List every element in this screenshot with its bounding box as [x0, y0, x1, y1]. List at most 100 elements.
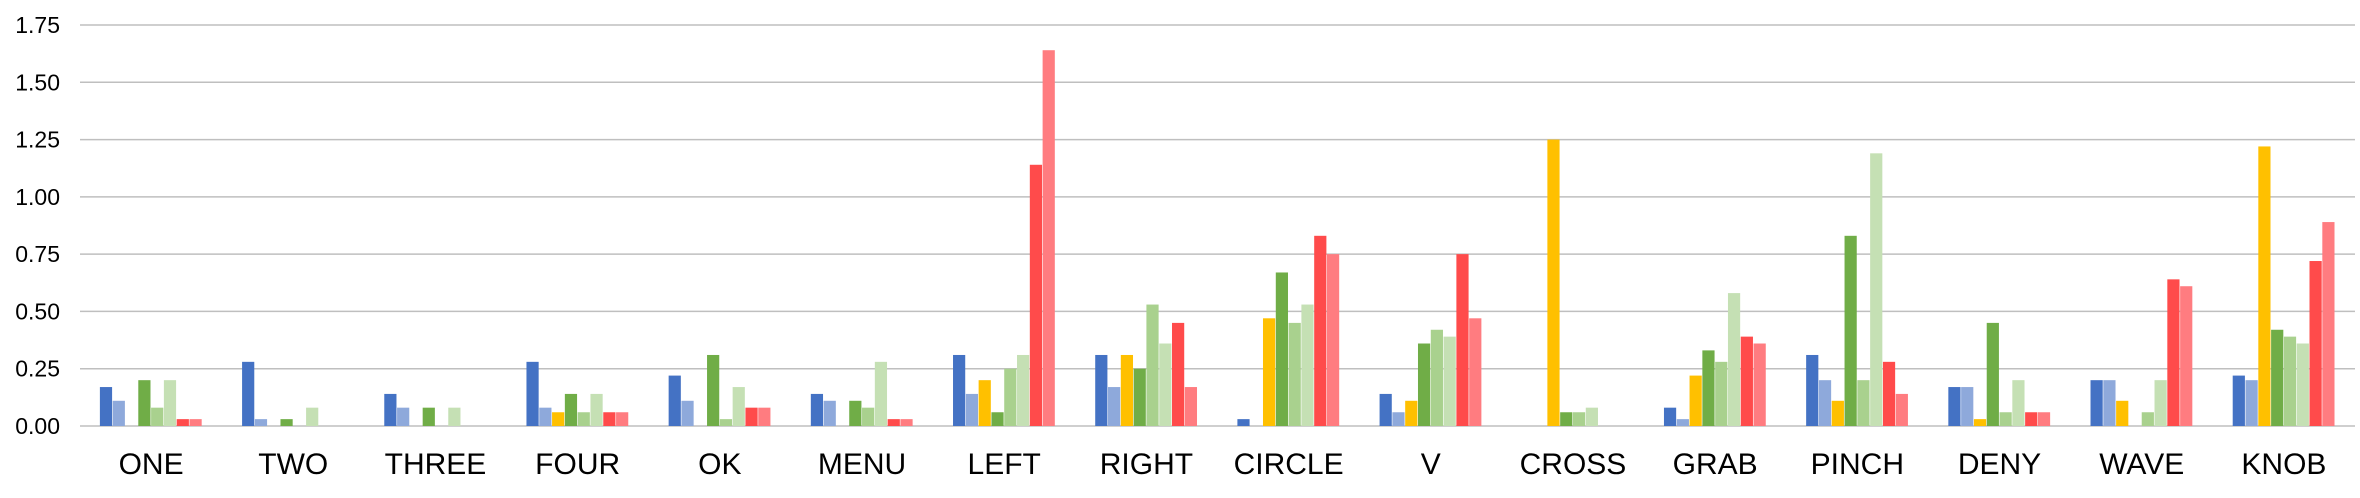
- x-category-label: WAVE: [2099, 448, 2184, 481]
- x-category-label: OK: [698, 448, 741, 481]
- bar: [1469, 318, 1482, 426]
- bar: [1326, 254, 1340, 426]
- bar: [577, 412, 590, 426]
- bar: [1237, 419, 1250, 426]
- bar: [1405, 400, 1418, 426]
- bar: [2258, 146, 2271, 426]
- x-category-label: FOUR: [535, 448, 620, 481]
- bar: [732, 387, 745, 426]
- bar: [1301, 304, 1314, 426]
- x-category-label: CIRCLE: [1234, 448, 1344, 481]
- y-tick-label: 0.25: [15, 356, 60, 382]
- bar: [138, 380, 151, 426]
- bar: [2012, 380, 2025, 426]
- x-axis-category-labels: ONE TWO THREE FOUR OK MENU LEFT RIGHT CIRCLE V CRO…: [119, 448, 2327, 481]
- bar: [539, 407, 552, 426]
- bar: [1417, 343, 1431, 426]
- bar: [1961, 387, 1974, 426]
- x-category-label: KNOB: [2241, 448, 2326, 481]
- bar: [1727, 293, 1741, 426]
- bar: [1443, 336, 1456, 426]
- bar-series: [99, 50, 2335, 427]
- bar: [384, 393, 397, 426]
- x-category-label: ONE: [119, 448, 184, 481]
- bar: [2232, 375, 2245, 426]
- bar: [758, 407, 771, 426]
- bar: [1430, 329, 1443, 426]
- bar: [1740, 336, 1753, 426]
- bar: [242, 361, 255, 426]
- bar: [422, 407, 435, 426]
- bar: [2103, 380, 2116, 426]
- bar: [280, 419, 293, 426]
- bar: [1585, 407, 1598, 426]
- bar: [163, 380, 177, 426]
- bar: [306, 407, 319, 426]
- bar: [1042, 50, 1055, 427]
- x-category-label: PINCH: [1811, 448, 1904, 481]
- bar: [874, 361, 888, 426]
- bar: [1689, 375, 1702, 426]
- bar: [1392, 412, 1405, 426]
- bar: [900, 419, 913, 426]
- x-category-label: THREE: [385, 448, 487, 481]
- x-category-label: TWO: [258, 448, 328, 481]
- bar: [1172, 322, 1185, 426]
- x-category-label: MENU: [818, 448, 906, 481]
- y-axis-tick-labels: 0.00 0.25 0.50 0.75 1.00 1.25 1.50 1.75: [15, 12, 60, 439]
- bar: [953, 354, 966, 426]
- bar: [1702, 350, 1715, 426]
- bar: [2154, 380, 2167, 426]
- y-tick-label: 1.75: [15, 12, 60, 38]
- bar: [2116, 400, 2129, 426]
- bar: [849, 400, 862, 426]
- bar: [823, 400, 836, 426]
- bar: [1753, 343, 1766, 426]
- x-category-label: RIGHT: [1100, 448, 1193, 481]
- bar: [1288, 322, 1301, 426]
- bar: [2271, 329, 2284, 426]
- bar: [1560, 412, 1573, 426]
- y-tick-label: 0.75: [15, 241, 60, 267]
- bar: [1831, 400, 1844, 426]
- bar: [526, 361, 539, 426]
- y-tick-label: 1.25: [15, 127, 60, 153]
- bar: [2245, 380, 2258, 426]
- bar: [1133, 368, 1146, 426]
- bar: [1095, 354, 1108, 426]
- bar: [397, 407, 410, 426]
- bar: [99, 387, 113, 426]
- bar: [1159, 343, 1172, 426]
- y-tick-label: 1.00: [15, 184, 60, 210]
- bar: [564, 393, 578, 426]
- bar: [590, 393, 603, 426]
- bar: [719, 419, 733, 426]
- x-category-label: V: [1421, 448, 1441, 481]
- x-category-label: CROSS: [1520, 448, 1627, 481]
- bar: [616, 412, 629, 426]
- bar: [810, 393, 824, 426]
- gridlines: [80, 24, 2355, 427]
- bar: [887, 419, 900, 426]
- bar: [2322, 222, 2335, 426]
- bar: [1973, 419, 1987, 426]
- bar: [1547, 139, 1560, 426]
- bar: [1882, 361, 1896, 426]
- bar: [668, 375, 681, 426]
- bar: [254, 419, 268, 426]
- bar: [189, 419, 202, 426]
- bar: [1857, 380, 1870, 426]
- bar: [1844, 235, 1857, 426]
- bar: [1314, 235, 1327, 426]
- bar: [745, 407, 758, 426]
- bar: [2025, 412, 2038, 426]
- bar: [1895, 393, 1908, 426]
- bar: [1572, 412, 1586, 426]
- bar: [1676, 419, 1689, 426]
- bar: [1029, 164, 1043, 426]
- bar: [2090, 380, 2103, 426]
- bar: [978, 380, 991, 426]
- bar: [1999, 412, 2012, 426]
- x-category-label: GRAB: [1673, 448, 1758, 481]
